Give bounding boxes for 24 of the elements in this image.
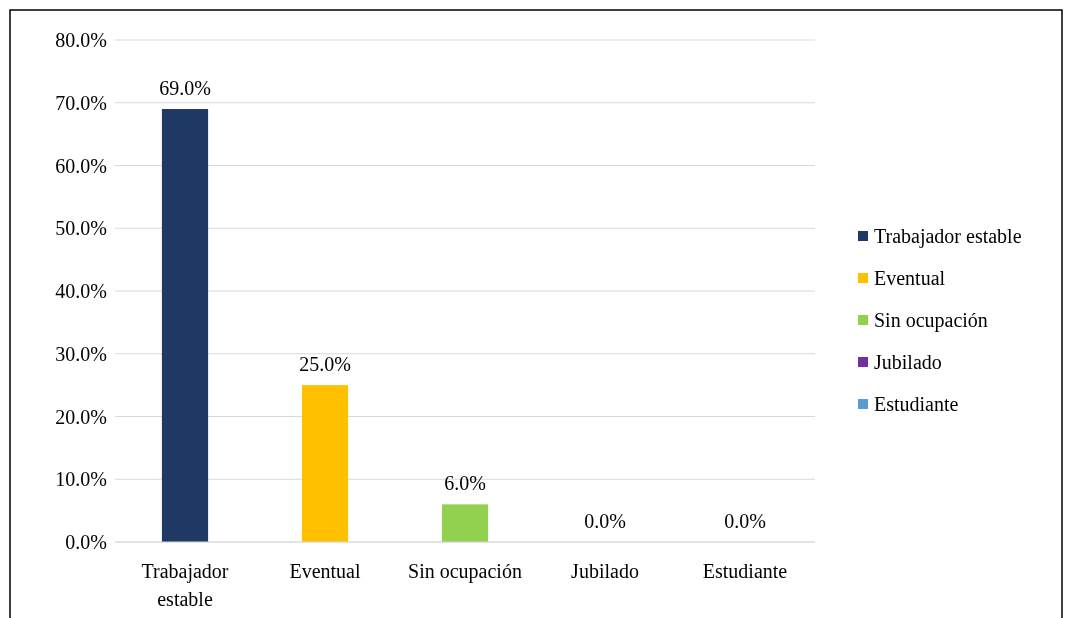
y-tick-label: 80.0%	[55, 29, 107, 51]
data-label: 69.0%	[159, 77, 211, 100]
y-tick-label: 70.0%	[55, 91, 107, 114]
y-tick-label: 0.0%	[65, 531, 107, 553]
x-tick-label: Eventual	[289, 560, 361, 582]
y-tick-label: 10.0%	[55, 468, 107, 491]
legend-label: Estudiante	[874, 393, 959, 415]
data-label: 0.0%	[724, 510, 766, 532]
legend-label: Eventual	[874, 267, 946, 289]
y-tick-label: 40.0%	[55, 280, 107, 302]
y-tick-label: 30.0%	[55, 342, 107, 365]
y-tick-label: 50.0%	[55, 217, 107, 240]
data-label: 0.0%	[584, 510, 626, 532]
x-tick-label: Estudiante	[702, 560, 788, 582]
x-tick-label: Jubilado	[571, 560, 639, 582]
legend-label: Trabajador estable	[874, 225, 1022, 248]
legend-label: Jubilado	[874, 351, 942, 373]
x-tick-label: Sin ocupación	[408, 560, 522, 583]
data-label: 6.0%	[444, 472, 486, 495]
legend-label: Sin ocupación	[874, 309, 988, 332]
x-tick-label: Trabajador estable	[141, 560, 229, 610]
y-tick-label: 60.0%	[55, 154, 107, 177]
data-label: 25.0%	[299, 353, 351, 376]
y-tick-label: 20.0%	[55, 405, 107, 428]
